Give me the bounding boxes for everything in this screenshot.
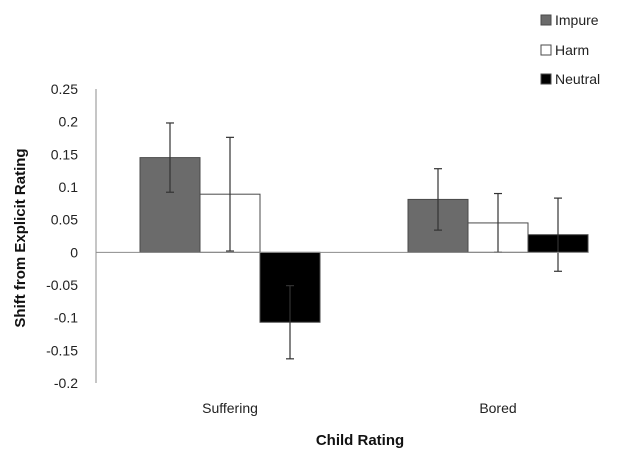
y-tick-label: -0.2	[54, 375, 78, 391]
y-tick-label: 0.2	[59, 114, 79, 130]
legend-label-impure: Impure	[555, 12, 599, 28]
error-bars	[166, 122, 562, 360]
legend-swatch-harm	[540, 44, 552, 56]
bars	[139, 157, 589, 323]
legend-label-neutral: Neutral	[555, 71, 600, 87]
y-tick-label: 0.1	[59, 179, 79, 195]
category-label: Bored	[479, 400, 516, 416]
y-tick-label: 0	[70, 244, 78, 260]
x-axis-title: Child Rating	[316, 432, 404, 449]
y-tick-label: -0.15	[46, 342, 78, 358]
y-tick-labels: 0.25 0.2 0.15 0.1 0.05 0 -0.05 -0.1 -0.15 -0.2	[46, 81, 78, 391]
category-labels: Suffering Bored	[202, 400, 517, 416]
legend-swatch-impure	[540, 14, 552, 26]
legend: Impure Harm Neutral	[540, 12, 600, 87]
legend-label-harm: Harm	[555, 42, 589, 58]
y-axis-title: Shift from Explicit Rating	[12, 148, 29, 327]
legend-swatch-neutral	[540, 73, 552, 85]
y-tick-label: 0.25	[51, 81, 78, 97]
y-tick-label: 0.15	[51, 146, 78, 162]
category-label: Suffering	[202, 400, 258, 416]
y-tick-label: -0.1	[54, 310, 78, 326]
y-tick-label: 0.05	[51, 212, 78, 228]
y-tick-label: -0.05	[46, 277, 78, 293]
